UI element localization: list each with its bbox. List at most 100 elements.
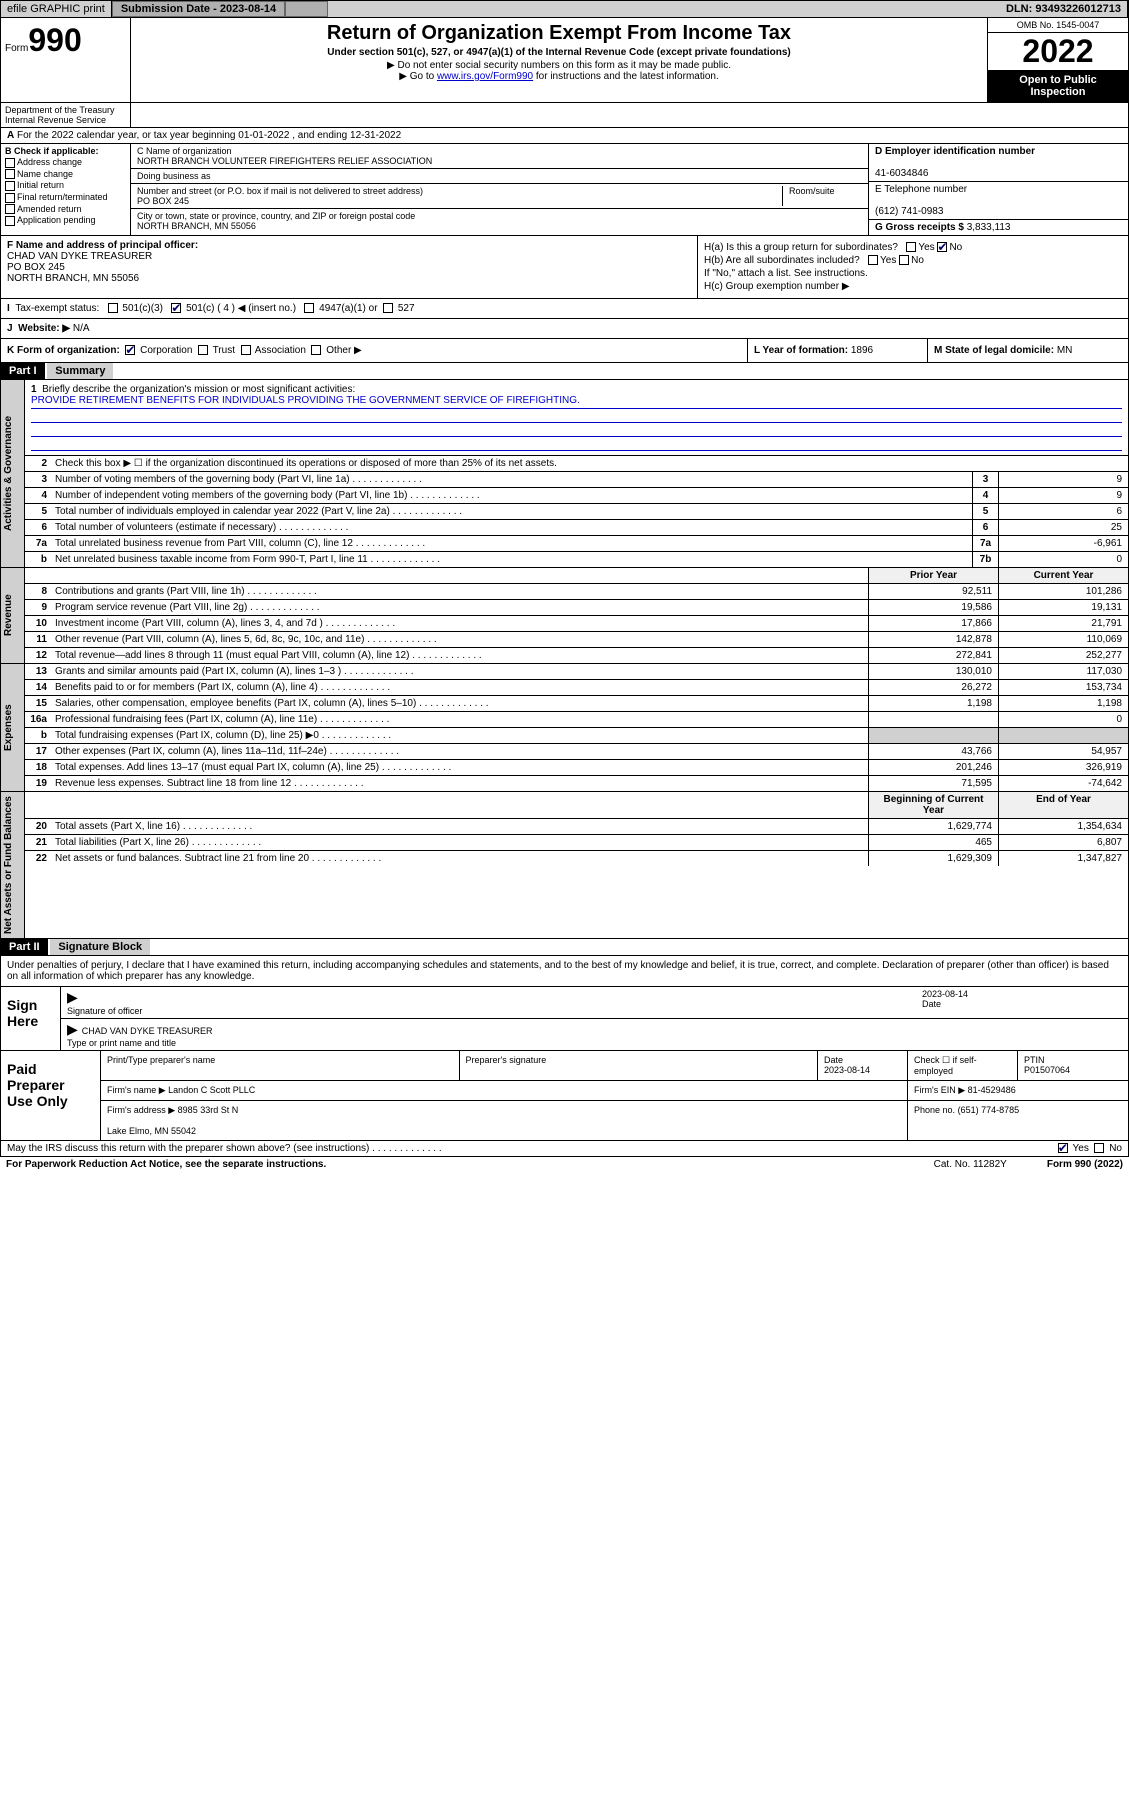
cb-application-pending[interactable]: Application pending <box>5 215 126 226</box>
vlabel-rev: Revenue <box>1 568 25 663</box>
efile-label: efile GRAPHIC print <box>1 1 112 17</box>
cb-corp[interactable] <box>125 345 135 355</box>
hb-note: If "No," attach a list. See instructions… <box>704 268 1122 279</box>
form-note1: ▶ Do not enter social security numbers o… <box>141 60 977 71</box>
year-box: OMB No. 1545-0047 2022 Open to Public In… <box>988 18 1128 102</box>
col-b-label: B Check if applicable: <box>5 146 99 156</box>
ha-no[interactable] <box>937 242 947 252</box>
c-label: C Name of organization <box>137 146 232 156</box>
city-value: NORTH BRANCH, MN 55056 <box>137 221 256 231</box>
hb-no[interactable] <box>899 255 909 265</box>
cb-4947[interactable] <box>304 303 314 313</box>
cb-other[interactable] <box>311 345 321 355</box>
phone-value: (612) 741-0983 <box>875 206 943 217</box>
cb-final-return[interactable]: Final return/terminated <box>5 192 126 203</box>
check-self-employed[interactable]: Check ☐ if self-employed <box>908 1051 1018 1080</box>
firm-addr1: 8985 33rd St N <box>178 1105 239 1115</box>
summary-row: 18Total expenses. Add lines 13–17 (must … <box>25 760 1128 776</box>
form-note2: ▶ Go to www.irs.gov/Form990 for instruct… <box>141 71 977 82</box>
summary-row: 13Grants and similar amounts paid (Part … <box>25 664 1128 680</box>
discuss-yes[interactable] <box>1058 1143 1068 1153</box>
paid-preparer-block: Paid Preparer Use Only Print/Type prepar… <box>0 1051 1129 1141</box>
sign-here-label: Sign Here <box>1 987 61 1050</box>
cb-trust[interactable] <box>198 345 208 355</box>
paperwork-notice: For Paperwork Reduction Act Notice, see … <box>6 1159 326 1170</box>
form-number: 990 <box>28 22 81 58</box>
current-year-hdr: Current Year <box>998 568 1128 583</box>
ein-label: D Employer identification number <box>875 146 1035 157</box>
cb-name-change[interactable]: Name change <box>5 169 126 180</box>
summary-row: 12Total revenue—add lines 8 through 11 (… <box>25 648 1128 663</box>
cb-assoc[interactable] <box>241 345 251 355</box>
summary-row: 7aTotal unrelated business revenue from … <box>25 536 1128 552</box>
submission-date-btn[interactable]: Submission Date - 2023-08-14 <box>112 1 285 17</box>
summary-row: bTotal fundraising expenses (Part IX, co… <box>25 728 1128 744</box>
ein-value: 41-6034846 <box>875 168 928 179</box>
summary-row: 9Program service revenue (Part VIII, lin… <box>25 600 1128 616</box>
summary-row: 20Total assets (Part X, line 16)1,629,77… <box>25 819 1128 835</box>
cb-initial-return[interactable]: Initial return <box>5 180 126 191</box>
arrow-icon: ▶ <box>67 989 78 1005</box>
room-suite: Room/suite <box>782 186 862 206</box>
blank-btn[interactable] <box>285 1 327 17</box>
q2-label: Check this box ▶ ☐ if the organization d… <box>51 456 1128 471</box>
bottom-note: For Paperwork Reduction Act Notice, see … <box>0 1157 1129 1172</box>
sig-date-label: Date <box>922 999 941 1009</box>
form-title-block: Return of Organization Exempt From Incom… <box>131 18 988 102</box>
phone-label: E Telephone number <box>875 184 967 195</box>
cb-amended-return[interactable]: Amended return <box>5 204 126 215</box>
firm-addr2: Lake Elmo, MN 55042 <box>107 1126 196 1136</box>
summary-row: 8Contributions and grants (Part VIII, li… <box>25 584 1128 600</box>
ha-yes[interactable] <box>906 242 916 252</box>
prior-year-hdr: Prior Year <box>868 568 998 583</box>
firm-name: Landon C Scott PLLC <box>168 1085 255 1095</box>
dept-treasury: Department of the Treasury Internal Reve… <box>1 103 131 127</box>
gross-label: G Gross receipts $ <box>875 222 964 233</box>
cb-501c3[interactable] <box>108 303 118 313</box>
q1-label: Briefly describe the organization's miss… <box>42 384 355 395</box>
block-klm: K Form of organization: Corporation Trus… <box>0 339 1129 363</box>
dept-row: Department of the Treasury Internal Reve… <box>0 103 1129 128</box>
arrow-icon: ▶ <box>67 1021 78 1037</box>
tax-year: 2022 <box>988 33 1128 70</box>
sig-intro: Under penalties of perjury, I declare th… <box>0 956 1129 987</box>
prep-sig-hdr: Preparer's signature <box>460 1051 819 1080</box>
org-name: NORTH BRANCH VOLUNTEER FIREFIGHTERS RELI… <box>137 156 432 166</box>
gross-value: 3,833,113 <box>967 222 1011 233</box>
net-assets-block: Net Assets or Fund Balances Beginning of… <box>0 792 1129 939</box>
summary-row: 19Revenue less expenses. Subtract line 1… <box>25 776 1128 791</box>
officer-addr2: NORTH BRANCH, MN 55056 <box>7 273 139 284</box>
cb-527[interactable] <box>383 303 393 313</box>
addr-value: PO BOX 245 <box>137 196 189 206</box>
sign-here-block: Sign Here ▶Signature of officer 2023-08-… <box>0 987 1129 1051</box>
form-footer: Form 990 (2022) <box>1047 1159 1123 1170</box>
firm-ein: 81-4529486 <box>968 1085 1016 1095</box>
form-id-block: Form990 <box>1 18 131 102</box>
irs-link[interactable]: www.irs.gov/Form990 <box>437 71 533 82</box>
hb-label: H(b) Are all subordinates included? <box>704 255 860 266</box>
year-formation: 1896 <box>851 345 873 356</box>
begin-year-hdr: Beginning of Current Year <box>868 792 998 818</box>
type-name-label: Type or print name and title <box>67 1038 176 1048</box>
end-year-hdr: End of Year <box>998 792 1128 818</box>
part1-header: Part I Summary <box>0 363 1129 380</box>
summary-row: 16aProfessional fundraising fees (Part I… <box>25 712 1128 728</box>
expenses-block: Expenses 13Grants and similar amounts pa… <box>0 664 1129 792</box>
part2-label: Part II <box>1 939 48 955</box>
website-row: J Website: ▶ N/A <box>0 319 1129 339</box>
part2-title: Signature Block <box>50 939 150 955</box>
part1-label: Part I <box>1 363 45 379</box>
website-value: N/A <box>73 323 90 334</box>
discuss-label: May the IRS discuss this return with the… <box>7 1143 442 1154</box>
hb-yes[interactable] <box>868 255 878 265</box>
cb-address-change[interactable]: Address change <box>5 157 126 168</box>
sig-date-val: 2023-08-14 <box>922 989 968 999</box>
summary-row: 22Net assets or fund balances. Subtract … <box>25 851 1128 866</box>
form-word: Form <box>5 43 28 54</box>
cb-501c[interactable] <box>171 303 181 313</box>
discuss-no[interactable] <box>1094 1143 1104 1153</box>
firm-phone: (651) 774-8785 <box>958 1105 1020 1115</box>
summary-row: 11Other revenue (Part VIII, column (A), … <box>25 632 1128 648</box>
summary-row: 21Total liabilities (Part X, line 26)465… <box>25 835 1128 851</box>
vlabel-exp: Expenses <box>1 664 25 791</box>
